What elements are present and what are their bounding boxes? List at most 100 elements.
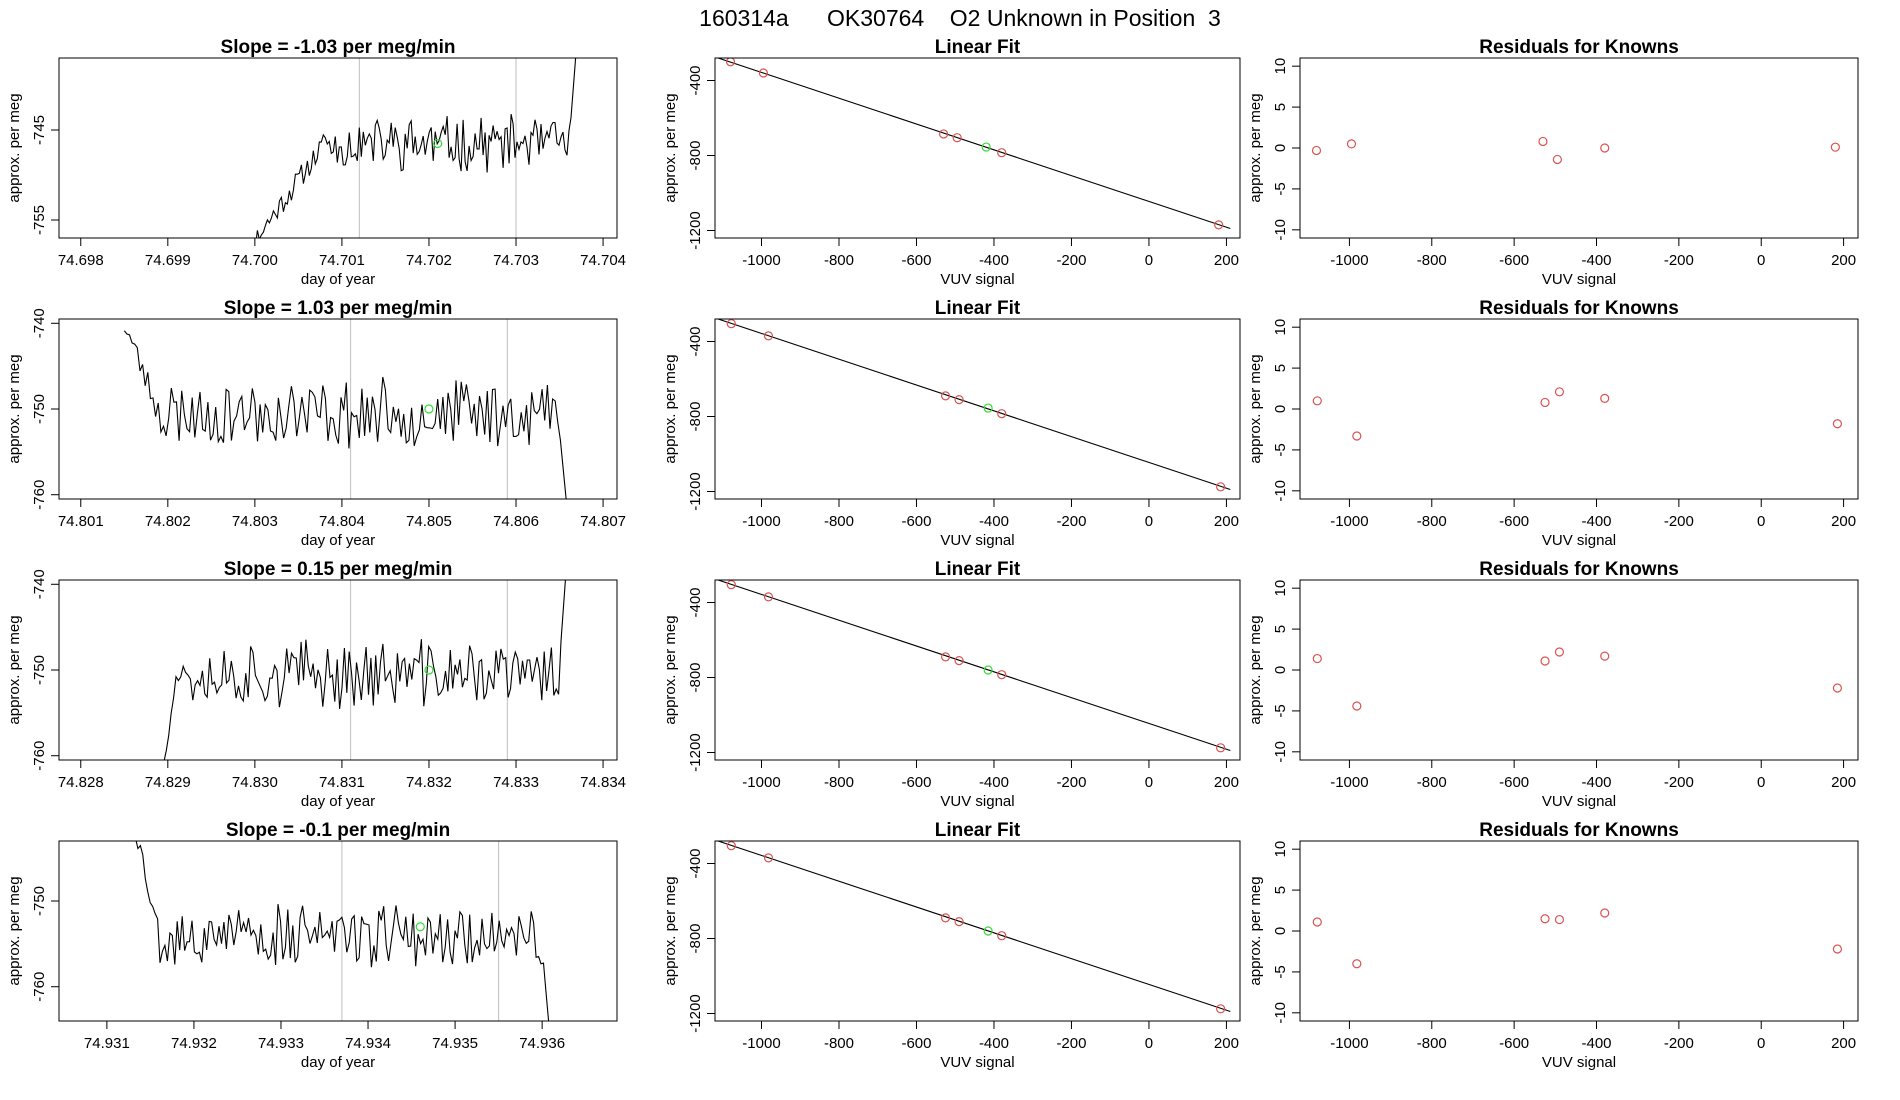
y-axis-label: approx. per meg [6, 93, 23, 202]
residual-point [1312, 653, 1322, 664]
y-tick-label: -740 [31, 308, 48, 338]
x-tick-label: 74.830 [232, 774, 278, 791]
panel-0-2: Residuals for Knowns VUV signal approx. pe… [1247, 37, 1859, 288]
x-tick-label: 74.704 [580, 252, 626, 269]
y-axis-label: approx. per meg [1247, 354, 1264, 463]
panel-title: Residuals for Knowns [1479, 559, 1679, 580]
known-point [940, 391, 951, 401]
residual-point [1832, 683, 1843, 693]
known-point [940, 652, 951, 662]
x-tick-label: 74.699 [145, 252, 191, 269]
x-tick-label: -800 [1417, 513, 1447, 530]
x-axis-label: VUV signal [1542, 271, 1616, 288]
plot-area [716, 58, 1231, 230]
x-tick-label: -200 [1056, 252, 1086, 269]
known-point [763, 853, 774, 863]
x-tick-label: 0 [1145, 513, 1153, 530]
known-point [954, 656, 964, 666]
y-tick-label: -400 [687, 65, 704, 95]
residual-point [1830, 142, 1840, 152]
x-tick-label: -600 [901, 1035, 931, 1052]
x-tick-label: -800 [1417, 774, 1447, 791]
plot-frame [714, 318, 1241, 500]
y-tick-label: -800 [687, 923, 704, 953]
y-axis-label: approx. per meg [1247, 93, 1264, 202]
y-tick-label: 10 [1272, 58, 1289, 75]
y-tick-label: -1200 [687, 211, 704, 249]
y-tick-label: 0 [1272, 144, 1289, 152]
x-tick-label: 74.936 [519, 1035, 565, 1052]
y-tick-label: -5 [1272, 965, 1289, 978]
panel-title: Linear Fit [935, 820, 1021, 841]
panel-1-2: Residuals for Knowns VUV signal approx. pe… [1247, 298, 1859, 549]
x-tick-label: 74.803 [232, 513, 278, 530]
unknown-point [983, 403, 993, 413]
plot-area [1312, 908, 1843, 969]
y-tick-label: 5 [1272, 886, 1289, 894]
x-tick-label: 74.807 [580, 513, 626, 530]
residual-point [1554, 914, 1565, 925]
x-tick-label: 74.806 [493, 513, 539, 530]
x-axis-label: VUV signal [940, 793, 1014, 810]
panel-title: Residuals for Knowns [1479, 298, 1679, 319]
residual-point [1346, 139, 1357, 149]
panel-1-0: Slope = 1.03 per meg/min day of year appro… [6, 298, 626, 549]
x-tick-label: 74.701 [319, 252, 365, 269]
known-point [1214, 220, 1224, 230]
unknown-point [424, 404, 434, 414]
plot-area [1311, 136, 1840, 165]
plot-frame [1299, 57, 1859, 239]
x-tick-label: 74.934 [345, 1035, 391, 1052]
residual-point [1540, 656, 1550, 666]
panel-title: Slope = 1.03 per meg/min [224, 298, 453, 319]
x-tick-label: -200 [1056, 1035, 1086, 1052]
x-axis-label: day of year [301, 532, 375, 549]
residual-point [1352, 701, 1362, 711]
figure-title: 160314a OK30764 O2 Unknown in Position 3 [699, 5, 1221, 31]
x-tick-label: -400 [1581, 1035, 1611, 1052]
y-tick-label: -1200 [687, 733, 704, 771]
x-tick-label: -800 [824, 252, 854, 269]
x-tick-label: -1000 [1330, 774, 1368, 791]
y-tick-label: -745 [31, 115, 48, 145]
plot-frame [1299, 318, 1859, 500]
y-tick-label: -800 [687, 401, 704, 431]
y-tick-label: 10 [1272, 319, 1289, 336]
x-tick-label: 0 [1757, 1035, 1765, 1052]
signal-trace [135, 841, 550, 1021]
panel-3-1: Linear Fit VUV signal approx. per meg -1000… [662, 820, 1241, 1071]
residual-point [1554, 647, 1565, 657]
x-tick-label: 74.829 [145, 774, 191, 791]
fit-line [716, 58, 1231, 230]
y-axis-label: approx. per meg [662, 615, 679, 724]
known-point [726, 319, 736, 329]
x-tick-label: 0 [1145, 774, 1153, 791]
panel-title: Linear Fit [935, 37, 1021, 58]
x-tick-label: -1000 [1330, 252, 1368, 269]
residual-point [1540, 397, 1550, 408]
residual-point [1600, 393, 1610, 403]
panel-title: Slope = -0.1 per meg/min [226, 820, 450, 841]
x-axis-label: VUV signal [1542, 532, 1616, 549]
x-tick-label: 74.935 [432, 1035, 478, 1052]
x-tick-label: -400 [979, 252, 1009, 269]
plot-area [135, 841, 550, 1021]
plot-frame [58, 840, 618, 1022]
y-tick-label: -800 [687, 662, 704, 692]
x-tick-label: -1000 [1330, 513, 1368, 530]
x-tick-label: 74.831 [319, 774, 365, 791]
plot-frame [58, 579, 618, 761]
y-tick-label: -755 [31, 205, 48, 235]
fit-line [716, 319, 1231, 491]
x-tick-label: 200 [1214, 774, 1239, 791]
residual-point [1554, 387, 1565, 397]
panel-3-2: Residuals for Knowns VUV signal approx. pe… [1247, 820, 1859, 1071]
x-tick-label: 74.700 [232, 252, 278, 269]
x-tick-label: -600 [901, 774, 931, 791]
y-tick-label: -750 [31, 655, 48, 685]
x-tick-label: -400 [979, 774, 1009, 791]
x-tick-label: -600 [1499, 252, 1529, 269]
panel-3-0: Slope = -0.1 per meg/min day of year appro… [6, 820, 618, 1071]
x-tick-label: -1000 [1330, 1035, 1368, 1052]
residual-point [1600, 908, 1610, 918]
